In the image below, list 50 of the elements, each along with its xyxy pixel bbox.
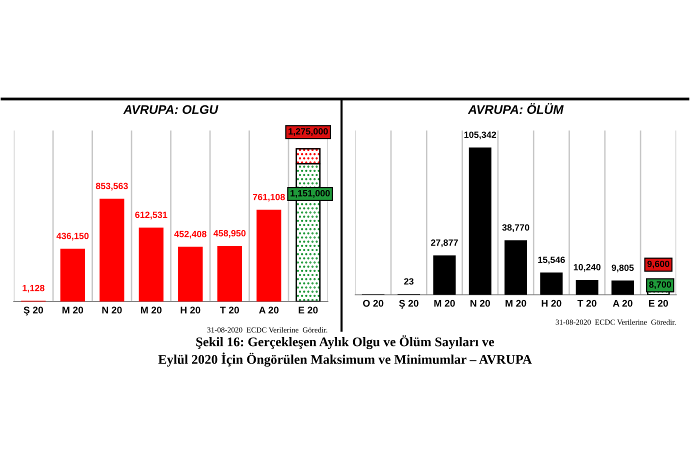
data-label: 1,151,000 (290, 190, 330, 198)
total-label: 1,275,000 (288, 128, 328, 136)
x-tick-label: A 20 (612, 300, 632, 307)
x-tick-label: E 20 (649, 300, 668, 307)
data-label: 761,108 (252, 194, 285, 202)
x-tick-label: M 20 (506, 300, 526, 307)
data-label: 8,700 (649, 281, 672, 290)
x-tick-label: T 20 (577, 300, 596, 307)
chart-title: AVRUPA: OLGU (123, 105, 218, 114)
data-label: 23 (404, 278, 414, 285)
x-tick-label: H 20 (180, 306, 200, 314)
bar (504, 240, 528, 295)
data-label: 105,342 (464, 132, 496, 140)
x-tick-label: N 20 (102, 306, 122, 314)
data-label: 612,531 (135, 212, 168, 220)
bar (256, 210, 282, 302)
bar (576, 280, 598, 295)
x-tick-label: M 20 (140, 306, 162, 314)
bar (217, 246, 242, 302)
bar (611, 280, 634, 295)
bar (100, 198, 124, 302)
data-label: 452,408 (174, 230, 206, 239)
x-tick-label: N 20 (470, 300, 490, 307)
chart-title: AVRUPA: ÖLÜM (468, 103, 564, 114)
data-label: 458,950 (213, 230, 246, 238)
data-label: 436,150 (56, 232, 89, 240)
data-label: 38,770 (502, 224, 530, 232)
data-label: 853,563 (96, 182, 128, 190)
x-tick-label: M 20 (434, 300, 455, 307)
bar (138, 228, 164, 302)
total-label: 9,600 (647, 260, 670, 268)
bar (468, 148, 492, 295)
x-tick-label: O 20 (363, 300, 384, 307)
data-label: 15,546 (538, 256, 565, 264)
x-tick-label: Ş 20 (399, 300, 418, 309)
x-tick-label: M 20 (62, 306, 84, 314)
x-tick-label: A 20 (259, 306, 279, 314)
bar (60, 248, 85, 302)
x-tick-label: E 20 (298, 306, 318, 314)
x-tick-label: H 20 (542, 300, 562, 307)
x-tick-label: Ş 20 (24, 306, 44, 316)
bar (540, 272, 563, 295)
data-label: 10,240 (574, 264, 601, 272)
data-label: 27,877 (430, 239, 458, 248)
x-tick-label: T 20 (220, 306, 239, 314)
bar (433, 255, 456, 295)
bar (178, 246, 203, 302)
data-label: 9,805 (612, 264, 634, 272)
data-label: 1,128 (22, 284, 44, 293)
text: Şekil 16: Gerçekleşen Aylık Olgu ve Ölüm Sayıları ve Eylül 2020 İçin Öngörülen Maksimum ve Minimumlar – AVRUPA (158, 335, 532, 367)
